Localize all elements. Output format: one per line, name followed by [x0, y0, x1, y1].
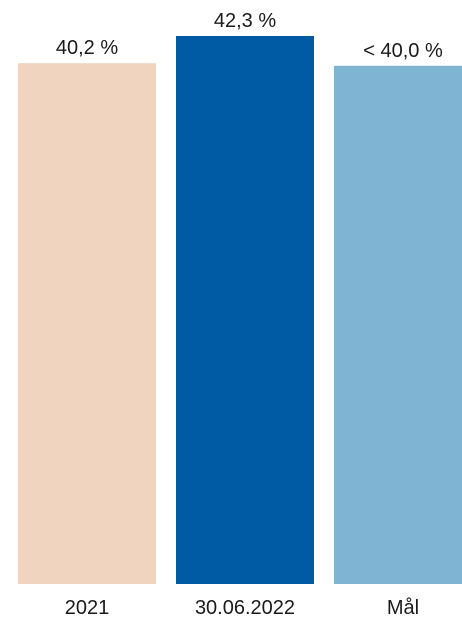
data-label-1: 40,2 %: [56, 37, 118, 59]
x-tick-label-2: 30.06.2022: [195, 597, 295, 619]
x-tick-label-1: 2021: [65, 597, 110, 619]
x-tick-label-3: Mål: [387, 597, 419, 619]
bar-1: [18, 63, 156, 584]
data-label-2: 42,3 %: [214, 10, 276, 32]
data-label-3: < 40,0 %: [363, 40, 443, 62]
bar-3: [334, 65, 462, 584]
bar-2: [176, 36, 314, 584]
